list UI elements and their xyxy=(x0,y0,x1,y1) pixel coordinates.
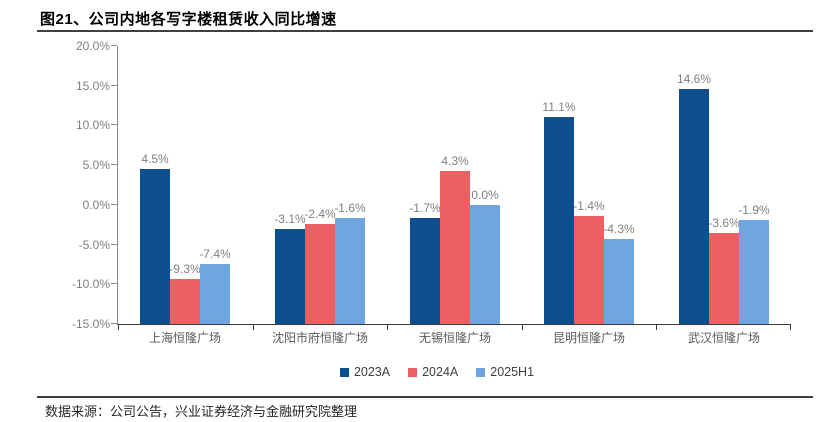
legend-item: 2025H1 xyxy=(476,365,534,379)
category-label: 上海恒隆广场 xyxy=(148,331,221,345)
y-axis-label: 10.0% xyxy=(75,118,110,132)
y-axis-tick xyxy=(111,124,117,125)
bar-value-label: -2.4% xyxy=(304,207,336,221)
y-axis-label: 5.0% xyxy=(82,158,110,172)
x-axis-tick xyxy=(522,325,523,330)
bar-2023A xyxy=(544,117,574,324)
bar-value-label: 4.3% xyxy=(441,154,469,168)
x-axis-tick xyxy=(253,325,254,330)
legend-item: 2024A xyxy=(408,365,458,379)
plot-area: 20.0% 15.0% 10.0% 5.0% 0.0% -5.0% -10.0% -15.0%… xyxy=(72,39,791,345)
bar-2024A xyxy=(440,171,470,324)
bar-2024A xyxy=(574,216,604,324)
legend-label: 2024A xyxy=(422,365,459,379)
bar-value-label: 11.1% xyxy=(542,100,576,114)
bar-value-label: -1.9% xyxy=(738,203,770,217)
category-label: 无锡恒隆广场 xyxy=(418,331,491,345)
y-axis-tick xyxy=(111,164,117,165)
bar-2023A xyxy=(679,89,709,324)
bar-value-label: -3.6% xyxy=(708,216,740,230)
bar-value-label: 0.0% xyxy=(471,188,499,202)
bar-2025H1 xyxy=(335,218,365,324)
title-rule xyxy=(37,30,813,32)
category-label: 武汉恒隆广场 xyxy=(687,331,760,345)
bar-2025H1 xyxy=(604,239,634,324)
legend-swatch xyxy=(476,367,486,377)
legend-swatch xyxy=(339,367,349,377)
bar-2023A xyxy=(410,218,440,324)
bar-value-label: -1.7% xyxy=(409,201,441,215)
y-axis-label: -5.0% xyxy=(78,238,110,252)
y-axis-tick xyxy=(111,244,117,245)
chart-title: 图21、公司内地各写字楼租赁收入同比增速 xyxy=(40,11,337,28)
bar-2024A xyxy=(305,224,335,324)
bar-2025H1 xyxy=(470,205,500,324)
source-note: 数据来源：公司公告，兴业证券经济与金融研究院整理 xyxy=(45,404,358,419)
bar-value-label: -9.3% xyxy=(169,262,201,276)
bar-value-label: -1.4% xyxy=(573,199,605,213)
legend-swatch xyxy=(408,367,418,377)
x-axis-tick xyxy=(387,325,388,330)
y-axis-tick xyxy=(111,283,117,284)
bar-2023A xyxy=(275,229,305,324)
bar-value-label: -7.4% xyxy=(199,247,231,261)
legend-label: 2023A xyxy=(353,365,391,379)
x-axis-tick xyxy=(118,325,119,330)
y-axis-label: 15.0% xyxy=(75,79,110,93)
y-axis-label: -15.0% xyxy=(71,317,110,331)
bar-value-label: -4.3% xyxy=(603,222,635,236)
y-axis-tick xyxy=(111,85,117,86)
bar-2025H1 xyxy=(739,220,769,324)
category-label: 昆明恒隆广场 xyxy=(552,331,625,345)
bar-2023A xyxy=(140,169,170,324)
legend-label: 2025H1 xyxy=(490,365,535,379)
source-rule xyxy=(37,396,813,398)
bar-2025H1 xyxy=(200,264,230,324)
bar-value-label: -3.1% xyxy=(274,212,306,226)
y-axis-label: -10.0% xyxy=(71,277,110,291)
x-axis-tick xyxy=(790,325,791,330)
bar-2024A xyxy=(170,279,200,324)
x-axis-tick xyxy=(656,325,657,330)
y-axis-tick xyxy=(111,323,117,324)
legend-item: 2023A xyxy=(339,365,391,379)
bar-2024A xyxy=(709,233,739,324)
y-axis-label: 0.0% xyxy=(82,198,110,212)
y-axis-tick xyxy=(111,204,117,205)
y-axis-tick xyxy=(111,45,117,46)
category-label: 沈阳市府恒隆广场 xyxy=(271,331,368,345)
bar-value-label: 14.6% xyxy=(676,72,712,86)
bar-value-label: -1.6% xyxy=(334,201,366,215)
bar-value-label: 4.5% xyxy=(141,152,169,166)
legend: 2023A 2024A 2025H1 xyxy=(117,365,757,379)
y-axis-label: 20.0% xyxy=(75,39,110,53)
